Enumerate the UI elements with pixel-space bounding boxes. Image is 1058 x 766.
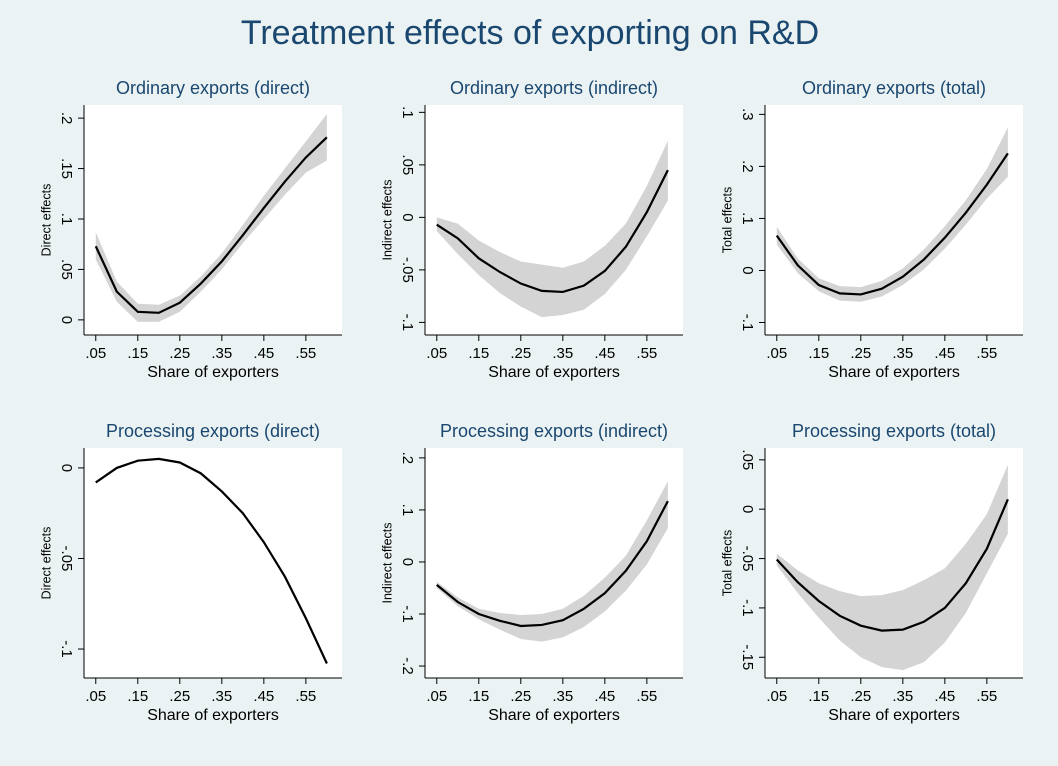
y-tick-label: -.15 [739,644,756,670]
x-tick-label: .25 [850,688,871,705]
x-tick-label: .45 [934,345,955,362]
y-tick-label: .1 [399,106,416,119]
confidence-band [436,140,668,318]
x-tick-label: .45 [934,688,955,705]
chart-title: Treatment effects of exporting on R&D [241,14,819,52]
panel-title: Ordinary exports (total) [802,78,986,98]
x-tick-label: .55 [976,688,997,705]
y-tick-label: -.05 [739,546,756,572]
y-tick-label: 0 [58,464,75,472]
x-tick-label: .45 [253,688,274,705]
y-tick-label: -.1 [739,599,756,617]
y-tick-label: 0 [739,266,756,274]
x-tick-label: .25 [169,345,190,362]
y-tick-label: .2 [739,160,756,173]
x-tick-label: .15 [808,345,829,362]
confidence-band [776,464,1008,671]
x-tick-label: .35 [892,688,913,705]
confidence-band [95,114,327,322]
x-axis-title: Share of exporters [828,364,960,381]
x-tick-label: .05 [766,688,787,705]
panel-title: Ordinary exports (direct) [116,78,310,98]
x-tick-label: .55 [295,688,316,705]
x-tick-label: .05 [426,345,447,362]
y-tick-label: .1 [739,212,756,225]
y-tick-label: .1 [58,213,75,226]
y-tick-label: .2 [399,452,416,465]
x-tick-label: .05 [766,345,787,362]
x-tick-label: .15 [127,345,148,362]
x-tick-label: .35 [211,345,232,362]
effect-line [436,500,669,628]
x-tick-label: .05 [85,688,106,705]
y-tick-label: .1 [399,504,416,517]
x-tick-label: .15 [468,345,489,362]
y-axis-title: Total effects [720,187,734,253]
y-tick-label: .05 [739,449,756,470]
panel-title: Processing exports (direct) [106,421,320,441]
y-tick-label: .05 [399,154,416,175]
x-tick-label: .45 [253,345,274,362]
effect-line [436,169,669,294]
y-tick-label: .2 [58,112,75,125]
y-axis-title: Total effects [720,530,734,596]
confidence-band [776,127,1008,302]
y-tick-label: -.05 [58,546,75,572]
x-tick-label: .15 [127,688,148,705]
y-tick-label: -.2 [399,657,416,675]
effect-line [775,152,1009,296]
x-tick-label: .35 [552,688,573,705]
x-tick-label: .55 [636,688,657,705]
y-tick-label: -.1 [399,605,416,623]
x-tick-label: .35 [892,345,913,362]
x-tick-label: .35 [552,345,573,362]
x-tick-label: .15 [468,688,489,705]
x-tick-label: .25 [510,688,531,705]
y-tick-label: 0 [399,213,416,221]
x-axis-title: Share of exporters [147,707,279,724]
x-tick-label: .25 [850,345,871,362]
x-tick-label: .55 [636,345,657,362]
y-tick-label: -.1 [399,314,416,332]
x-axis-title: Share of exporters [488,707,620,724]
x-tick-label: .15 [808,688,829,705]
x-tick-label: .05 [426,688,447,705]
x-tick-label: .25 [169,688,190,705]
x-tick-label: .45 [594,345,615,362]
y-axis-title: Direct effects [39,527,53,600]
panel-title: Ordinary exports (indirect) [450,78,658,98]
x-tick-label: .55 [976,345,997,362]
y-tick-label: 0 [399,558,416,566]
effect-line [94,136,328,314]
x-tick-label: .55 [295,345,316,362]
x-axis-title: Share of exporters [147,364,279,381]
plot-area [84,448,342,678]
x-tick-label: .05 [85,345,106,362]
y-tick-label: -.05 [399,257,416,283]
y-axis-title: Direct effects [39,184,53,257]
y-tick-label: -.1 [739,314,756,332]
x-axis-title: Share of exporters [828,707,960,724]
x-tick-label: .35 [211,688,232,705]
y-tick-label: .15 [58,158,75,179]
panel-title: Processing exports (indirect) [440,421,668,441]
y-tick-label: 0 [58,316,75,324]
effect-line [775,498,1009,632]
effect-line [95,457,328,664]
y-tick-label: .3 [739,108,756,121]
x-tick-label: .25 [510,345,531,362]
x-axis-title: Share of exporters [488,364,620,381]
y-axis-title: Indirect effects [380,179,394,260]
y-tick-label: -.1 [58,640,75,658]
confidence-band [436,481,668,642]
y-axis-title: Indirect effects [380,522,394,603]
x-tick-label: .45 [594,688,615,705]
panel-title: Processing exports (total) [792,421,996,441]
y-tick-label: .05 [58,259,75,280]
plot-area [765,105,1023,335]
y-tick-label: 0 [739,505,756,513]
